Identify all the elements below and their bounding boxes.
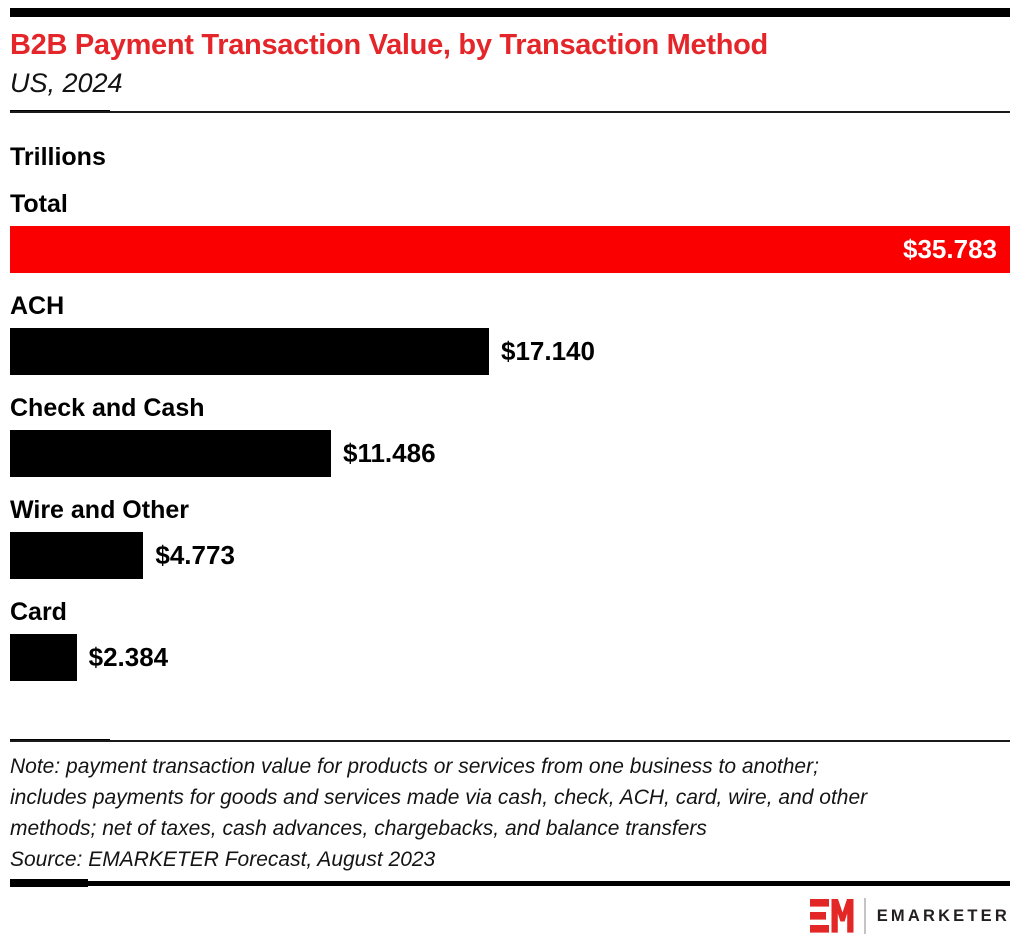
bar-check-and-cash (10, 430, 331, 477)
units-label: Trillions (10, 143, 106, 171)
bar-row-ach: ACH $17.140 (10, 292, 1010, 375)
bar-row-wire-and-other: Wire and Other $4.773 (10, 496, 1010, 579)
top-accent-bar (10, 8, 1010, 17)
bar-row-total: Total $35.783 (10, 190, 1010, 273)
bar-total: $35.783 (10, 226, 1010, 273)
chart-subtitle: US, 2024 (10, 68, 123, 98)
bar-row-card: Card $2.384 (10, 598, 1010, 681)
bar-line: $4.773 (10, 532, 1010, 579)
bar-ach (10, 328, 489, 375)
footer-divider (10, 879, 1010, 887)
note-line: Note: payment transaction value for prod… (10, 755, 819, 778)
header-divider (10, 110, 1010, 113)
category-label: ACH (10, 292, 65, 320)
bar-line: $17.140 (10, 328, 1010, 375)
category-label: Card (10, 598, 67, 626)
footer-brand: EMARKETER (10, 898, 1010, 934)
logo-divider (863, 898, 866, 934)
source-line: Source: EMARKETER Forecast, August 2023 (10, 848, 436, 871)
bar-value: $4.773 (155, 540, 235, 570)
bar-value: $17.140 (500, 336, 595, 366)
category-label: Wire and Other (10, 496, 189, 524)
bar-line: $11.486 (10, 430, 1010, 477)
category-label: Check and Cash (10, 394, 205, 422)
emarketer-logo-icon (809, 899, 854, 933)
bar-value: $11.486 (342, 438, 436, 468)
category-label: Total (10, 190, 68, 218)
note-block: Note: payment transaction value for prod… (10, 751, 1010, 875)
bar-row-check-and-cash: Check and Cash $11.486 (10, 394, 1010, 477)
bar-wire-and-other (10, 532, 144, 579)
bar-line: $2.384 (10, 634, 1010, 681)
emarketer-wordmark: EMARKETER (876, 906, 1010, 925)
chart-title: B2B Payment Transaction Value, by Transa… (10, 29, 768, 61)
note-line: includes payments for goods and services… (10, 786, 868, 809)
note-line: methods; net of taxes, cash advances, ch… (10, 817, 707, 840)
bar-card (10, 634, 77, 681)
note-divider (10, 739, 1010, 742)
bar-value-inside: $35.783 (903, 234, 997, 264)
bar-value: $2.384 (88, 642, 169, 672)
bar-line: $35.783 (10, 226, 1010, 273)
